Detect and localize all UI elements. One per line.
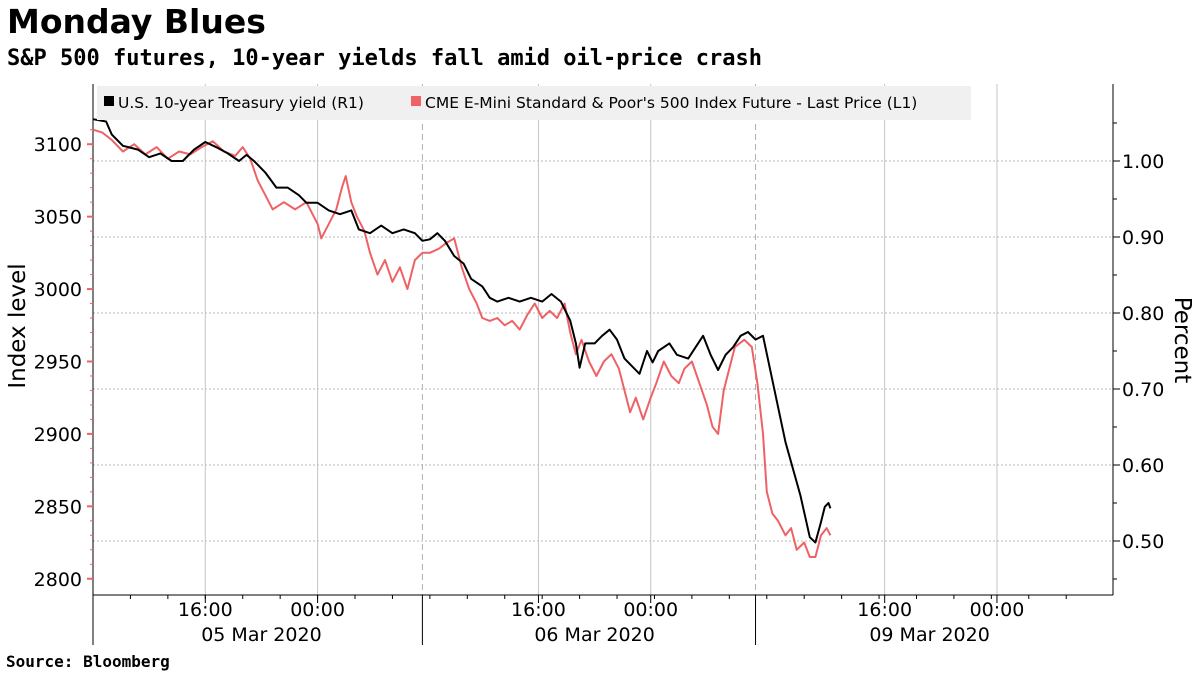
y-right-tick-label: 0.70 [1122,379,1164,401]
x-tick-label: 00:00 [623,599,678,621]
y-left-tick-label: 2850 [34,496,82,518]
legend: U.S. 10-year Treasury yield (R1) CME E-M… [97,86,971,120]
x-tick-label: 16:00 [857,599,912,621]
x-tick-label: 16:00 [178,599,233,621]
series-line-treasury-yield [92,118,832,544]
y-right-tick-label: 0.80 [1122,303,1164,325]
y-left-tick-label: 3100 [34,134,82,156]
x-tick-label: 00:00 [970,599,1025,621]
gridlines [93,84,1113,595]
y-axis-left-label: Index level [5,263,31,388]
y-left-tick-label: 2900 [34,424,82,446]
source-note: Source: Bloomberg [6,652,170,671]
chart-title: Monday Blues [7,2,266,41]
x-tick-label: 16:00 [511,599,566,621]
x-day-label: 05 Mar 2020 [201,624,321,646]
x-day-label: 06 Mar 2020 [534,624,654,646]
chart-subtitle: S&P 500 futures, 10-year yields fall ami… [7,46,762,71]
legend-swatch-treasury [104,96,114,106]
series-lines [92,118,832,558]
y-right-tick-label: 0.50 [1122,531,1164,553]
axes: 3100 3050 3000 2950 2900 2850 2800 1.00 0.90 0.80… [34,84,1164,646]
y-right-tick-label: 1.00 [1122,151,1164,173]
y-left-tick-label: 3000 [34,279,82,301]
y-left-tick-label: 2950 [34,351,82,373]
y-right-tick-label: 0.60 [1122,455,1164,477]
x-day-label: 09 Mar 2020 [869,624,989,646]
legend-swatch-sp500 [411,96,421,106]
y-left-tick-label: 3050 [34,207,82,229]
series-line-sp500-future [92,128,832,558]
legend-label-sp500: CME E-Mini Standard & Poor's 500 Index F… [425,94,917,112]
legend-label-treasury: U.S. 10-year Treasury yield (R1) [118,94,364,112]
y-axis-right-label: Percent [1169,297,1195,384]
y-right-tick-label: 0.90 [1122,227,1164,249]
y-left-tick-label: 2800 [34,569,82,591]
legend-background [97,86,971,120]
x-tick-label: 00:00 [290,599,345,621]
